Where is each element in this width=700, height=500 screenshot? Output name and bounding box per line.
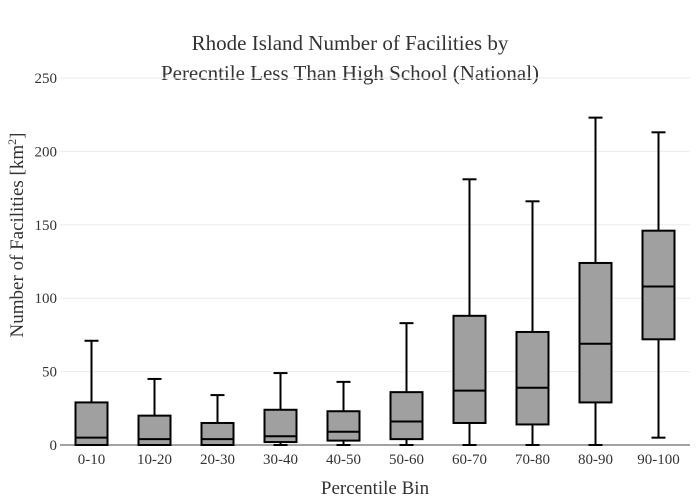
iqr-box [515, 330, 550, 426]
chart-title-line-2: Perecntile Less Than High School (Nation… [161, 61, 539, 85]
iqr-box [137, 414, 172, 447]
x-tick-labels: 0-10 10-20 20-30 30-40 40-50 50-60 60-70 70-80 8… [78, 452, 680, 468]
x-tick-label: 20-30 [200, 452, 235, 468]
y-tick-label: 200 [35, 144, 58, 160]
y-tick-label: 50 [42, 365, 57, 381]
y-tick-label: 100 [35, 291, 58, 307]
box-20-30 [200, 394, 235, 447]
y-axis-label-end: ] [7, 133, 28, 139]
box-50-60 [389, 322, 424, 446]
y-axis-label-main: Number of Facilities [km [7, 145, 28, 338]
box-10-20 [137, 377, 172, 447]
iqr-box [641, 229, 676, 341]
x-tick-label: 70-80 [515, 452, 550, 468]
x-tick-label: 50-60 [389, 452, 424, 468]
box-series [74, 116, 676, 447]
y-axis-label: Number of Facilities [km2] [5, 133, 28, 338]
box-0-10 [74, 339, 109, 447]
box-60-70 [452, 178, 487, 446]
iqr-box [578, 261, 613, 404]
x-tick-label: 60-70 [452, 452, 487, 468]
iqr-box [200, 421, 235, 447]
iqr-box [326, 410, 361, 442]
x-tick-label: 30-40 [263, 452, 298, 468]
x-tick-label: 40-50 [326, 452, 361, 468]
box-30-40 [263, 372, 298, 446]
box-80-90 [578, 116, 613, 446]
x-tick-label: 90-100 [637, 452, 680, 468]
box-40-50 [326, 380, 361, 446]
box-90-100 [641, 131, 676, 439]
iqr-box [263, 408, 298, 444]
iqr-box [389, 391, 424, 441]
y-axis-label-superscript: 2 [5, 139, 19, 145]
box-70-80 [515, 200, 550, 446]
x-tick-label: 10-20 [137, 452, 172, 468]
iqr-box [452, 314, 487, 424]
chart-title-line-1: Rhode Island Number of Facilities by [192, 31, 509, 55]
x-axis-label: Percentile Bin [321, 478, 430, 499]
y-tick-label: 150 [35, 218, 58, 234]
y-tick-label: 250 [35, 71, 58, 87]
x-tick-label: 0-10 [78, 452, 106, 468]
y-tick-label: 0 [50, 438, 58, 454]
x-tick-label: 80-90 [578, 452, 613, 468]
y-tick-labels: 0 50 100 150 200 250 [35, 71, 58, 454]
